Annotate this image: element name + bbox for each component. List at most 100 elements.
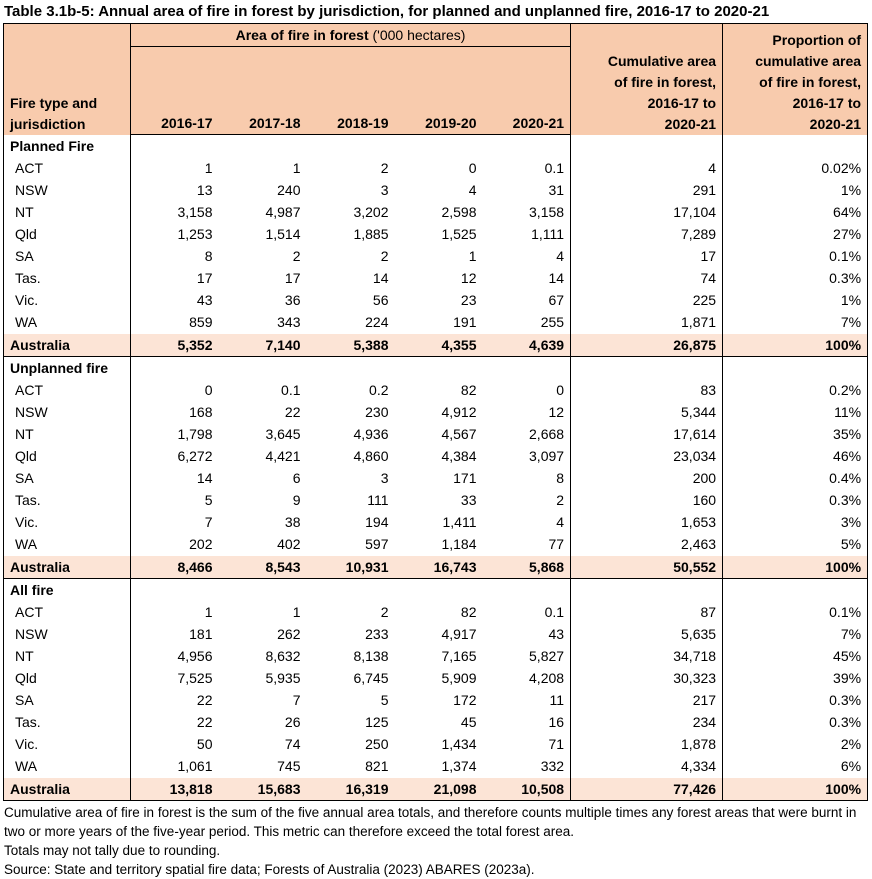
table-row: NSW 168 22 230 4,912 12 5,344 11% [3,401,869,423]
cell: 5 [204,492,213,508]
cell: 821 [365,758,389,774]
row-label: ACT [3,601,131,623]
table-row: Tas. 17 17 14 12 14 74 0.3% [3,267,869,289]
table-row: NT 4,956 8,632 8,138 7,165 5,827 34,718 45% [3,645,869,667]
cell: 14 [482,267,572,289]
cell: 31 [482,179,572,201]
cell: 8 [204,248,213,264]
cell: 4 [468,182,477,198]
cell: 22 [196,692,213,708]
row-label: Tas. [3,267,131,289]
cell: 0.4% [722,467,869,489]
cell: 2 [380,160,389,176]
table-row: NSW 13 240 3 4 31 291 1% [3,179,869,201]
cell [131,135,219,158]
cell: 0.1 [482,601,572,623]
section-title: All fire [3,578,131,601]
cell: 1 [204,160,213,176]
cell: 1,061 [177,758,213,774]
cell: 74 [570,267,724,289]
header-year: 2016-17 [130,46,219,135]
cell: 3,202 [353,204,389,220]
row-label: Australia [3,555,131,579]
table-row: SA 8 2 2 1 4 17 0.1% [3,245,869,267]
cell: 82 [460,382,477,398]
cell: 77,426 [570,777,724,801]
cell: 172 [453,692,477,708]
cell [722,134,869,157]
cell: 1% [722,289,869,311]
cell: 1,871 [570,311,724,334]
cell: 77 [482,533,572,556]
table-row: Qld 7,525 5,935 6,745 5,909 4,208 30,323 39% [3,667,869,689]
cell [307,357,395,380]
cell: 4,355 [394,333,483,357]
cell: 168 [189,404,213,420]
total-row: Australia 5,352 7,140 5,388 4,355 4,639 26,875… [3,333,869,357]
cell [395,135,483,158]
cell: 1 [292,604,301,620]
row-label: NT [3,201,131,223]
cell: 1 [468,248,477,264]
cell: 0 [204,382,213,398]
row-label: Australia [3,777,131,801]
row-label: Vic. [3,733,131,755]
cell: 1,653 [570,511,724,533]
table-row: Vic. 50 74 250 1,434 71 1,878 2% [3,733,869,755]
cell: 4 [570,157,724,179]
cell: 22 [284,404,301,420]
cell: 3,097 [482,445,572,467]
cell: 8,632 [265,648,301,664]
header-area-group: Area of fire in forest ('000 hectares) [130,23,572,47]
cell: 45% [722,645,869,667]
cell: 50,552 [570,555,724,579]
cell: 0.1 [482,157,572,179]
cell: 4,987 [265,204,301,220]
table-row: NT 3,158 4,987 3,202 2,598 3,158 17,104 64% [3,201,869,223]
cell: 125 [365,714,389,730]
cell: 43 [196,292,213,308]
cell: 745 [277,758,301,774]
cell [482,134,572,157]
row-label: NT [3,423,131,445]
header-year: 2017-18 [218,46,307,135]
cell: 35% [722,423,869,445]
cell: 7% [722,311,869,334]
cell: 87 [570,601,724,623]
section-header-row: All fire [3,578,869,601]
cell: 3 [380,470,389,486]
cell: 39% [722,667,869,689]
table-row: WA 859 343 224 191 255 1,871 7% [3,311,869,334]
cell: 7 [292,692,301,708]
table-row: Tas. 22 26 125 45 16 234 0.3% [3,711,869,733]
total-row: Australia 13,818 15,683 16,319 21,098 10,508 7… [3,777,869,801]
row-label: Qld [3,667,131,689]
cell [570,356,724,379]
cell: 6 [292,470,301,486]
cell: 2,598 [441,204,477,220]
cell: 45 [460,714,477,730]
table-row: NSW 181 262 233 4,917 43 5,635 7% [3,623,869,645]
cell: 8 [482,467,572,489]
cell [307,135,395,158]
cell [722,578,869,601]
cell: 1,111 [482,223,572,245]
cell: 17 [196,270,213,286]
cell: 1,525 [441,226,477,242]
row-label: SA [3,245,131,267]
table-row: Qld 6,272 4,421 4,860 4,384 3,097 23,034 46% [3,445,869,467]
cell [570,134,724,157]
cell: 5 [380,692,389,708]
cell: 0.1% [722,245,869,267]
note-source: Source: State and territory spatial fire… [4,862,535,877]
table-row: Vic. 43 36 56 23 67 225 1% [3,289,869,311]
cell: 5,909 [441,670,477,686]
cell: 1,514 [265,226,301,242]
cell: 0.2% [722,379,869,401]
table-notes: Cumulative area of fire in forest is the… [0,801,872,879]
cell: 200 [570,467,724,489]
section-title: Planned Fire [3,134,131,157]
cell: 7 [204,514,213,530]
cell: 9 [292,492,301,508]
cell: 100% [722,777,869,801]
